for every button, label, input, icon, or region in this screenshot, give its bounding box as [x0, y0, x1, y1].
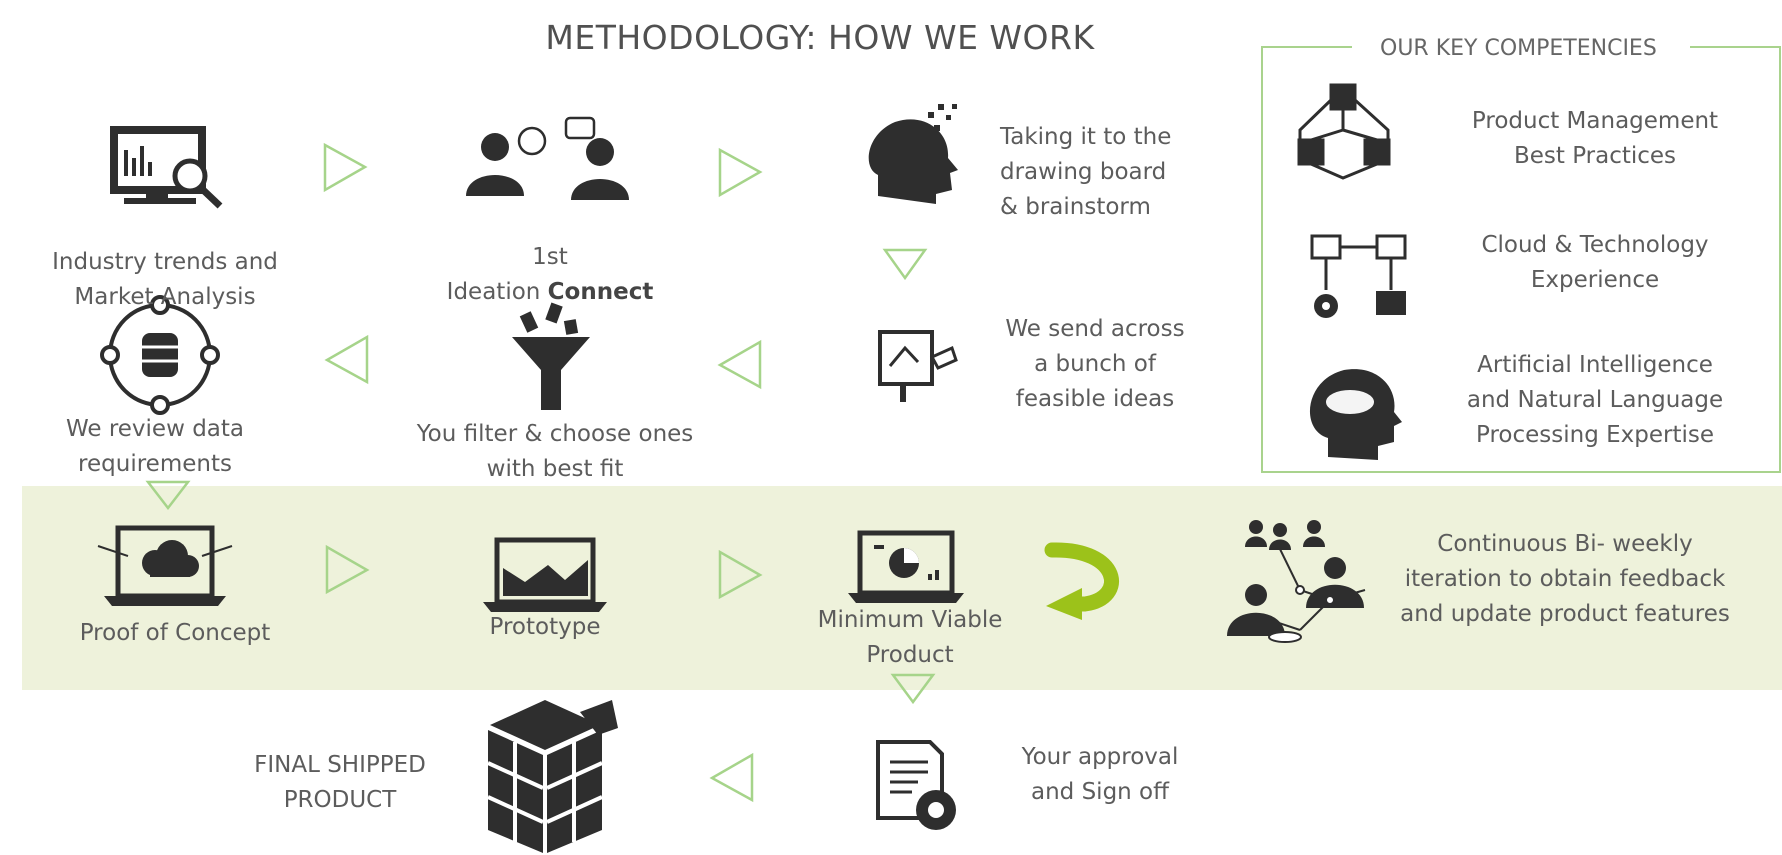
prototype-label: Prototype — [489, 614, 601, 640]
ideation-label: 1st Ideation Connect — [446, 244, 654, 305]
competencies-title: OUR KEY COMPETENCIES — [1370, 34, 1667, 64]
monitor-analysis-icon — [110, 126, 223, 209]
funnel-icon — [512, 302, 590, 410]
arrow-down-2 — [145, 480, 191, 511]
head-brainstorm-icon — [868, 104, 958, 204]
arrow-right-4 — [718, 549, 763, 600]
arrow-down-1 — [882, 248, 928, 281]
laptop-cloud-icon — [97, 525, 233, 606]
presentation-board-icon — [878, 330, 958, 402]
ai-head-icon — [1309, 369, 1402, 460]
people-network-icon — [1227, 520, 1366, 643]
approval-label: Your approval and Sign off — [1021, 744, 1179, 805]
loop-arrow-icon — [1044, 542, 1119, 620]
arrow-right-2 — [718, 147, 763, 198]
arrow-right-3 — [325, 544, 370, 595]
document-gear-icon — [876, 740, 956, 830]
ideas-label: We send across a bunch of feasible ideas — [1005, 316, 1185, 412]
laptop-pie-icon — [848, 530, 964, 603]
final-label: FINAL SHIPPED PRODUCT — [254, 752, 426, 813]
industry-label: Industry trends and Market Analysis — [52, 249, 278, 310]
iteration-band — [22, 486, 1782, 690]
arrow-left-2 — [717, 339, 762, 390]
iteration-label: Continuous Bi- weekly iteration to obtai… — [1400, 531, 1730, 627]
poc-label: Proof of Concept — [79, 620, 271, 646]
arrow-right-1 — [323, 142, 368, 193]
page-title: METHODOLOGY: HOW WE WORK — [545, 18, 1095, 57]
arrow-left-1 — [324, 334, 369, 385]
flow-arrows — [145, 142, 936, 803]
data-review-label: We review data requirements — [65, 416, 245, 477]
laptop-chart-icon — [483, 537, 607, 612]
arrow-left-3 — [709, 752, 754, 803]
cloud-tech-icon — [1310, 234, 1407, 318]
two-people-chat-icon — [466, 116, 629, 200]
cube-box-icon — [487, 700, 618, 853]
competency-label-2: Cloud & Technology Experience — [1481, 232, 1709, 293]
competency-label-3: Artificial Intelligence and Natural Lang… — [1466, 352, 1724, 448]
filter-label: You filter & choose ones with best fit — [416, 421, 694, 482]
cubes-network-icon — [1297, 83, 1391, 180]
competencies-box-border — [1261, 46, 1781, 473]
mvp-label: Minimum Viable Product — [817, 607, 1003, 668]
brainstorm-label: Taking it to the drawing board & brainst… — [1000, 124, 1172, 220]
arrow-down-3 — [890, 673, 936, 705]
competency-label-1: Product Management Best Practices — [1471, 108, 1719, 169]
database-network-icon — [100, 295, 220, 415]
